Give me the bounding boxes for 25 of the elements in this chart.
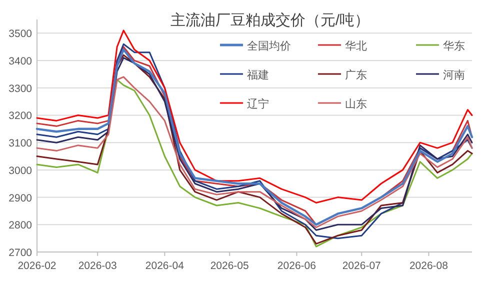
y-tick-label: 2800	[8, 220, 32, 232]
legend-label: 华北	[345, 40, 367, 52]
legend-label: 全国均价	[247, 40, 291, 52]
y-tick-label: 3100	[8, 138, 32, 150]
legend-label: 河南	[443, 68, 465, 82]
legend-label: 福建	[247, 68, 269, 82]
y-tick-label: 3300	[8, 82, 32, 95]
y-tick-label: 2900	[8, 192, 32, 204]
x-tick-label: 2026-05	[210, 260, 250, 272]
x-tick-label: 2026-06	[277, 260, 316, 272]
y-tick-label: 3500	[8, 28, 32, 40]
x-tick-label: 2026-03	[78, 260, 118, 272]
y-tick-label: 2700	[8, 247, 32, 259]
legend-label: 广东	[345, 68, 367, 82]
legend-label: 山东	[345, 98, 367, 110]
y-tick-label: 3000	[8, 164, 32, 177]
x-tick-label: 2026-07	[342, 260, 382, 272]
y-tick-label: 3400	[8, 56, 32, 68]
chart-title: 主流油厂豆粕成交价（元/吨）	[170, 12, 370, 29]
y-tick-label: 3200	[8, 110, 32, 122]
x-tick-label: 2026-04	[145, 260, 184, 272]
x-tick-label: 2026-08	[409, 260, 448, 272]
x-tick-label: 2026-02	[18, 260, 56, 272]
legend-label: 华东	[443, 40, 465, 52]
legend-label: 辽宁	[247, 98, 269, 110]
